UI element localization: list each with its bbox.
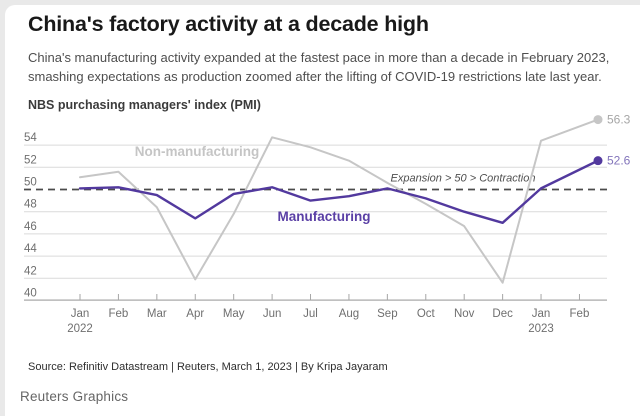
y-tick-label: 40 [24,288,37,300]
end-dot-manufacturing [593,156,603,166]
expansion-contraction-label: Expansion > 50 > Contraction [391,173,536,185]
y-tick-label: 46 [24,221,37,233]
end-value-label: 56.3 [607,113,631,127]
x-tick-label: Jan [532,308,551,320]
end-dot-non-manufacturing [593,115,603,125]
x-tick-label: Apr [186,308,204,320]
page-title: China's factory activity at a decade hig… [28,12,429,36]
x-tick-label: Jan [71,308,90,320]
x-tick-label: Feb [109,308,129,320]
x-year-label: 2022 [67,323,93,335]
source-line: Source: Refinitiv Datastream | Reuters, … [28,361,388,373]
series-label-non-manufacturing: Non-manufacturing [135,144,260,159]
x-tick-label: Oct [417,308,436,320]
x-tick-label: May [223,308,245,320]
x-tick-label: Sep [377,308,397,320]
x-tick-label: Jun [263,308,282,320]
series-line-manufacturing [78,159,600,225]
y-tick-label: 54 [24,132,37,144]
x-tick-label: Feb [570,308,590,320]
x-tick-label: Dec [492,308,513,320]
reuters-graphics-brand: Reuters Graphics [20,389,129,404]
chart-title: NBS purchasing managers' index (PMI) [28,98,261,112]
x-tick-label: Nov [454,308,475,320]
y-tick-label: 44 [24,243,37,255]
page-subtitle: China's manufacturing activity expanded … [28,50,610,84]
series-label-manufacturing: Manufacturing [278,209,371,224]
page-card: China's factory activity at a decade hig… [5,5,640,416]
pmi-line-chart: 54 52 50 48 46 44 42 40 Expansion > 50 > Contrac… [24,113,631,335]
y-tick-label: 50 [24,177,37,189]
y-tick-label: 52 [24,154,37,166]
end-value-label: 52.6 [607,154,631,168]
x-tick-label: Jul [303,308,318,320]
series-line-non-manufacturing [79,118,599,284]
x-year-label: 2023 [528,323,554,335]
x-tick-label: Aug [339,308,359,320]
y-tick-label: 42 [24,265,37,277]
y-tick-label: 48 [24,199,37,211]
x-tick-label: Mar [147,308,167,320]
